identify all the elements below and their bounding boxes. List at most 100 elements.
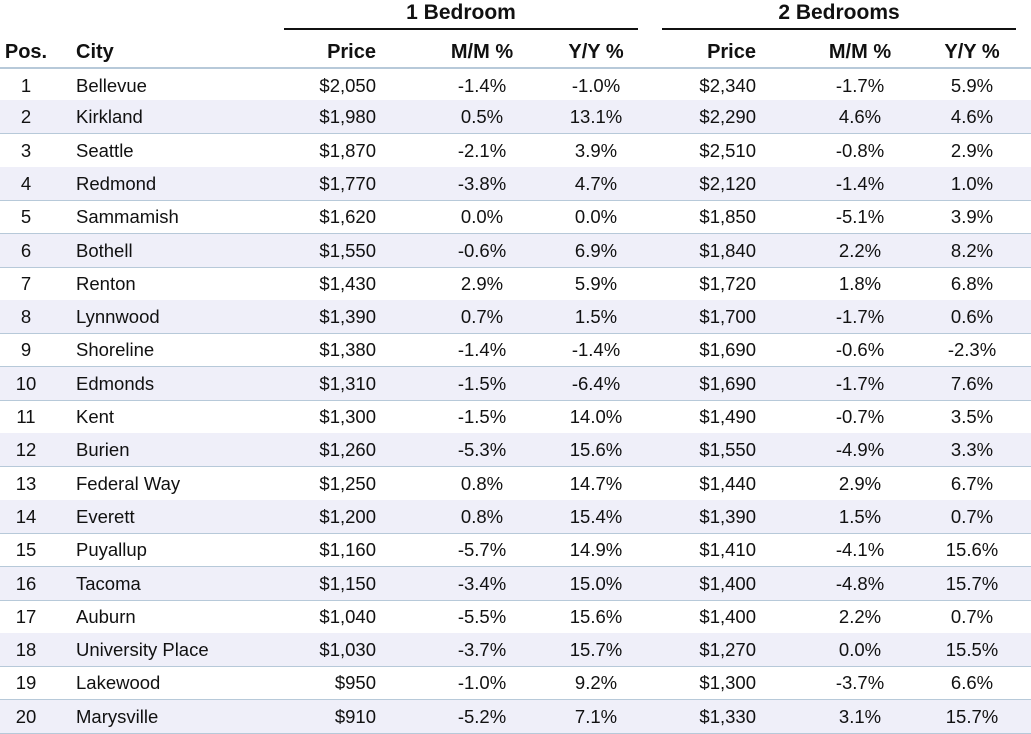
mm-2br-cell: -3.7% — [835, 672, 885, 694]
mm-2br-cell: 2.2% — [838, 239, 882, 261]
city-cell: Kent — [76, 406, 115, 427]
mm-2br-cell: 4.6% — [838, 106, 882, 128]
table-row: 12 Burien $1,260 -5.3% 15.6% $1,550 -4.9% 3.3% — [0, 433, 1031, 468]
yy-2br-cell: 0.7% — [950, 605, 994, 627]
pos-cell: 8 — [20, 306, 32, 328]
pos-cell: 6 — [20, 239, 32, 261]
mm-2br-cell: 2.2% — [838, 605, 882, 627]
yy-2br-cell: 6.7% — [950, 472, 994, 494]
price-2br-cell: $2,290 — [699, 106, 756, 128]
mm-1br-cell: -3.7% — [457, 639, 507, 661]
price-2br-cell: $1,690 — [699, 339, 756, 361]
pos-cell: 9 — [20, 339, 32, 361]
price-1br-cell: $1,870 — [319, 139, 376, 161]
city-cell: Lynnwood — [76, 306, 160, 328]
group-header-2-bedrooms: 2 Bedrooms — [662, 0, 1016, 30]
yy-1br-cell: -1.0% — [571, 75, 621, 96]
mm-1br-cell: -3.8% — [457, 172, 507, 194]
price-2br-cell: $2,510 — [699, 139, 756, 161]
mm-2br-cell: -0.8% — [835, 139, 885, 161]
price-2br-cell: $2,340 — [699, 75, 756, 96]
yy-2br-cell: 6.8% — [950, 272, 994, 294]
price-1br-cell: $1,030 — [319, 639, 376, 661]
mm-1br-cell: -1.5% — [457, 372, 507, 394]
yy-1br-cell: 9.2% — [574, 672, 618, 694]
col-header-mm-1br: M/M % — [450, 41, 514, 63]
yy-1br-cell: 4.7% — [574, 172, 618, 194]
yy-1br-cell: 15.0% — [569, 572, 623, 594]
table-row: 4 Redmond $1,770 -3.8% 4.7% $2,120 -1.4% 1.0% — [0, 166, 1031, 201]
col-header-pos: Pos. — [4, 41, 48, 63]
mm-1br-cell: 2.9% — [460, 272, 504, 294]
city-cell: Bothell — [76, 239, 133, 261]
mm-2br-cell: -1.7% — [835, 372, 885, 394]
table-row: 11 Kent $1,300 -1.5% 14.0% $1,490 -0.7% 3.5% — [0, 400, 1031, 434]
table-row: 19 Lakewood $950 -1.0% 9.2% $1,300 -3.7% 6.6% — [0, 666, 1031, 701]
col-header-price-1br: Price — [327, 41, 376, 63]
pos-cell: 1 — [20, 75, 32, 96]
mm-1br-cell: -1.5% — [457, 406, 507, 427]
table-row: 9 Shoreline $1,380 -1.4% -1.4% $1,690 -0.6% -2.… — [0, 333, 1031, 368]
price-1br-cell: $1,620 — [319, 206, 376, 228]
mm-1br-cell: 0.8% — [460, 505, 504, 527]
price-1br-cell: $2,050 — [319, 75, 376, 96]
city-cell: Renton — [76, 272, 136, 294]
table-row: 18 University Place $1,030 -3.7% 15.7% $1,270… — [0, 633, 1031, 668]
price-1br-cell: $1,150 — [319, 572, 376, 594]
yy-1br-cell: 15.4% — [569, 505, 623, 527]
yy-1br-cell: 15.7% — [569, 639, 623, 661]
city-cell: Edmonds — [76, 372, 155, 394]
pos-cell: 7 — [20, 272, 32, 294]
table-row: 16 Tacoma $1,150 -3.4% 15.0% $1,400 -4.8% 15.7% — [0, 566, 1031, 601]
yy-2br-cell: 15.7% — [945, 572, 999, 594]
mm-2br-cell: 3.1% — [838, 705, 882, 727]
yy-1br-cell: 3.9% — [574, 139, 618, 161]
table-row: 10 Edmonds $1,310 -1.5% -6.4% $1,690 -1.7% 7.6% — [0, 366, 1031, 401]
city-cell: Lakewood — [76, 672, 161, 694]
price-1br-cell: $1,200 — [319, 505, 376, 527]
price-2br-cell: $1,850 — [699, 206, 756, 228]
yy-2br-cell: 15.6% — [945, 539, 999, 561]
mm-2br-cell: -1.4% — [835, 172, 885, 194]
yy-2br-cell: 6.6% — [950, 672, 994, 694]
yy-1br-cell: -1.4% — [571, 339, 621, 361]
price-2br-cell: $1,700 — [699, 306, 756, 328]
col-header-city: City — [76, 41, 114, 63]
yy-1br-cell: 14.0% — [569, 406, 623, 427]
yy-2br-cell: 0.6% — [950, 306, 994, 328]
yy-2br-cell: 15.5% — [945, 639, 999, 661]
yy-1br-cell: 14.7% — [569, 472, 623, 494]
pos-cell: 20 — [15, 705, 37, 727]
mm-1br-cell: -5.7% — [457, 539, 507, 561]
mm-1br-cell: -1.4% — [457, 339, 507, 361]
price-2br-cell: $1,440 — [699, 472, 756, 494]
price-1br-cell: $1,300 — [319, 406, 376, 427]
mm-2br-cell: -1.7% — [835, 306, 885, 328]
table-row: 17 Auburn $1,040 -5.5% 15.6% $1,400 2.2% 0.7% — [0, 600, 1031, 634]
pos-cell: 14 — [15, 505, 37, 527]
price-2br-cell: $1,390 — [699, 505, 756, 527]
mm-1br-cell: 0.0% — [460, 206, 504, 228]
mm-2br-cell: 1.5% — [838, 505, 882, 527]
city-cell: Everett — [76, 505, 135, 527]
price-1br-cell: $1,980 — [319, 106, 376, 128]
mm-1br-cell: 0.7% — [460, 306, 504, 328]
table-row: 3 Seattle $1,870 -2.1% 3.9% $2,510 -0.8% 2.9% — [0, 134, 1031, 168]
table-row: 6 Bothell $1,550 -0.6% 6.9% $1,840 2.2% 8.2% — [0, 233, 1031, 268]
price-2br-cell: $1,410 — [699, 539, 756, 561]
mm-1br-cell: -5.2% — [457, 705, 507, 727]
table-row: 7 Renton $1,430 2.9% 5.9% $1,720 1.8% 6.8% — [0, 267, 1031, 301]
pos-cell: 17 — [15, 605, 37, 627]
table-row: 13 Federal Way $1,250 0.8% 14.7% $1,440 2.9% 6.… — [0, 467, 1031, 501]
city-cell: Federal Way — [76, 472, 181, 494]
price-1br-cell: $1,390 — [319, 306, 376, 328]
price-1br-cell: $910 — [334, 705, 376, 727]
city-cell: University Place — [76, 639, 209, 661]
price-1br-cell: $1,160 — [319, 539, 376, 561]
pos-cell: 12 — [15, 439, 37, 461]
yy-2br-cell: -2.3% — [947, 339, 997, 361]
mm-2br-cell: -1.7% — [835, 75, 885, 96]
price-2br-cell: $1,840 — [699, 239, 756, 261]
mm-1br-cell: -1.4% — [457, 75, 507, 96]
mm-2br-cell: 2.9% — [838, 472, 882, 494]
